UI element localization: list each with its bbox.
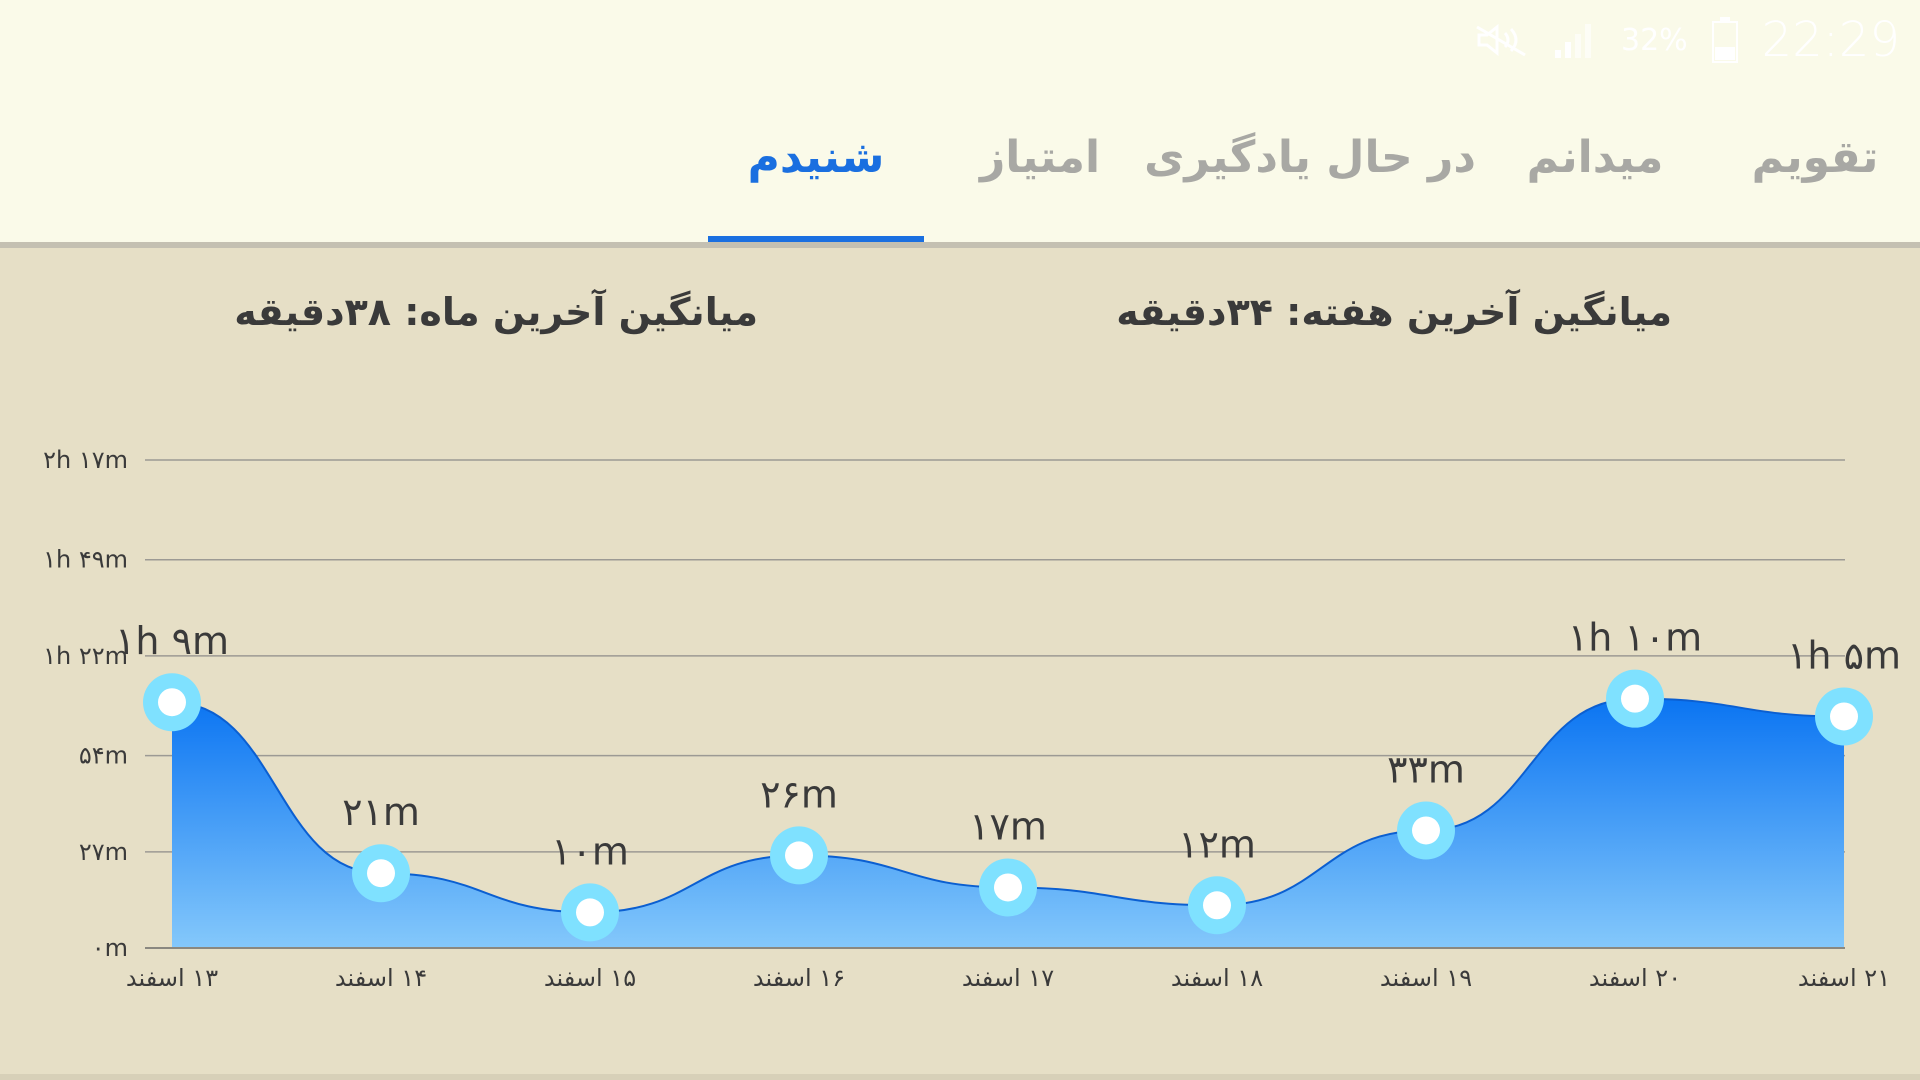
tab-label: امتیاز <box>979 132 1101 183</box>
mute-icon <box>1473 23 1529 57</box>
status-bar: 32% 22:29 <box>1473 10 1900 70</box>
week-average-stat: میانگین آخرین هفته: ۳۴دقیقه <box>1116 290 1672 334</box>
data-label: ۱h ۱۰m <box>1568 616 1702 660</box>
clock: 22:29 <box>1761 12 1900 68</box>
tab-calendar[interactable]: تقویم <box>1740 110 1890 242</box>
bottom-divider <box>0 1074 1920 1080</box>
x-tick-label: ۱۹ اسفند <box>1380 964 1472 992</box>
y-tick-label: ۱h ۴۹m <box>43 546 128 574</box>
data-label: ۱h ۵m <box>1787 633 1901 677</box>
data-point-center <box>785 841 813 870</box>
data-point-center <box>367 859 395 888</box>
x-tick-label: ۱۸ اسفند <box>1171 964 1263 992</box>
data-point-center <box>1830 702 1858 731</box>
y-tick-label: ۲۷m <box>79 838 128 866</box>
data-label: ۱۲m <box>1178 822 1256 866</box>
signal-icon <box>1553 20 1597 60</box>
data-point-center <box>158 688 186 717</box>
tab-label: شنیدم <box>747 132 885 183</box>
x-tick-label: ۱۳ اسفند <box>126 964 218 992</box>
data-label: ۲۶m <box>760 772 838 816</box>
tab-label: در حال یادگیری <box>1144 132 1476 183</box>
y-tick-label: ۲h ۱۷m <box>43 446 128 474</box>
y-tick-label: ۵۴m <box>79 742 128 770</box>
x-tick-label: ۱۵ اسفند <box>544 964 636 992</box>
data-point-center <box>576 898 604 927</box>
data-point-center <box>994 873 1022 902</box>
data-point-center <box>1203 891 1231 920</box>
month-average-stat: میانگین آخرین ماه: ۳۸دقیقه <box>234 290 758 334</box>
x-tick-label: ۱۶ اسفند <box>753 964 845 992</box>
data-label: ۱h ۹m <box>115 619 229 663</box>
battery-icon <box>1711 17 1738 63</box>
header-divider <box>0 242 1920 248</box>
battery-percent: 32% <box>1620 22 1688 58</box>
app-header: 32% 22:29 تقویم میدانم در حال یادگیری ام… <box>0 0 1920 242</box>
data-label: ۲۱m <box>342 790 420 834</box>
area-fill <box>172 698 1844 948</box>
x-tick-label: ۲۰ اسفند <box>1589 964 1681 992</box>
tab-score[interactable]: امتیاز <box>960 110 1120 242</box>
tab-known[interactable]: میدانم <box>1520 110 1670 242</box>
x-tick-label: ۱۷ اسفند <box>962 964 1054 992</box>
tab-heard[interactable]: شنیدم <box>708 110 924 242</box>
active-tab-indicator <box>708 236 924 242</box>
x-tick-label: ۱۴ اسفند <box>335 964 427 992</box>
tab-learning[interactable]: در حال یادگیری <box>1144 110 1476 242</box>
data-label: ۳۳m <box>1387 747 1465 791</box>
tab-bar: تقویم میدانم در حال یادگیری امتیاز شنیدم <box>0 110 1920 242</box>
data-point-center <box>1621 684 1649 713</box>
x-tick-label: ۲۱ اسفند <box>1798 964 1890 992</box>
y-tick-label: ۰m <box>92 934 128 962</box>
tab-label: تقویم <box>1751 132 1879 183</box>
data-label: ۱۰m <box>551 829 629 873</box>
data-label: ۱۷m <box>969 804 1047 848</box>
data-point-center <box>1412 816 1440 845</box>
tab-label: میدانم <box>1526 132 1664 183</box>
y-tick-label: ۱h ۲۲m <box>43 642 128 670</box>
